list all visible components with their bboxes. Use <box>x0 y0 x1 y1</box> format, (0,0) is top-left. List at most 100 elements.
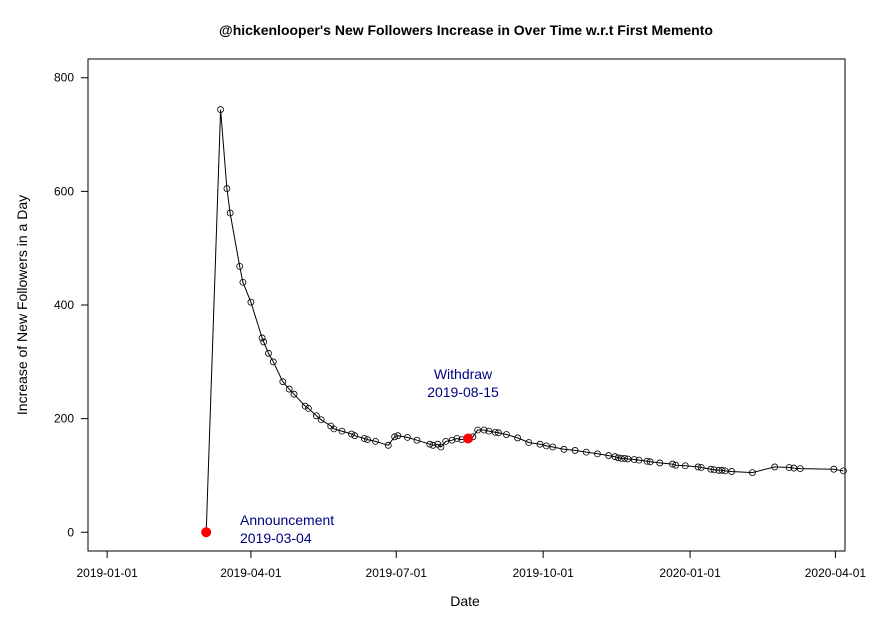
data-point <box>223 185 231 192</box>
data-point <box>258 334 266 342</box>
data-point <box>503 431 510 438</box>
data-point <box>605 452 613 459</box>
data-point <box>217 106 224 113</box>
data-point <box>721 467 729 475</box>
data-point <box>542 442 550 450</box>
series-line <box>205 109 844 533</box>
data-point <box>348 430 355 438</box>
data-point <box>830 465 838 473</box>
annotation-layer: Announcement 2019-03-04 Withdraw 2019-08-15 <box>240 366 499 546</box>
y-axis-label: Increase of New Followers in a Day <box>14 195 30 415</box>
data-point <box>694 463 702 471</box>
data-point <box>290 390 298 398</box>
data-point <box>715 466 723 474</box>
data-point <box>718 466 726 474</box>
x-tick-label: 2019-10-01 <box>512 566 574 580</box>
data-point <box>404 433 411 441</box>
data-point <box>437 443 445 451</box>
data-point <box>635 456 643 464</box>
data-point <box>485 427 493 435</box>
data-point <box>236 262 244 270</box>
data-point <box>394 432 402 440</box>
data-point <box>594 450 601 458</box>
data-point <box>571 447 579 454</box>
highlight-layer <box>201 433 474 538</box>
y-tick-label: 400 <box>54 298 74 312</box>
data-point <box>536 440 544 448</box>
data-point <box>707 465 715 473</box>
data-point <box>285 385 293 393</box>
data-point <box>480 426 488 434</box>
data-point <box>279 378 287 386</box>
data-point <box>384 441 392 449</box>
data-point <box>304 404 312 412</box>
x-tick-label: 2019-04-01 <box>220 566 282 580</box>
data-point <box>453 435 461 442</box>
data-point <box>681 462 689 470</box>
data-point <box>728 468 736 475</box>
annotation-line: 2019-03-04 <box>240 530 312 546</box>
data-point <box>330 425 338 433</box>
annotation-line: Withdraw <box>434 366 493 382</box>
highlight-point <box>463 433 474 444</box>
data-point <box>269 358 277 366</box>
data-point <box>549 443 557 451</box>
data-point <box>621 454 629 462</box>
data-point <box>429 441 437 449</box>
data-point <box>364 436 371 444</box>
y-axis: 0 200 400 600 800 <box>54 71 89 539</box>
data-point <box>426 440 434 448</box>
data-point <box>614 454 622 462</box>
data-point <box>448 436 456 444</box>
annotation-text: Withdraw 2019-08-15 <box>427 366 499 400</box>
data-point <box>785 464 793 471</box>
y-tick-label: 0 <box>67 525 74 539</box>
highlight-point <box>201 527 212 538</box>
data-point <box>611 453 619 461</box>
x-tick-label: 2019-07-01 <box>366 566 428 580</box>
y-tick-label: 200 <box>54 412 74 426</box>
x-tick-label: 2019-01-01 <box>76 566 138 580</box>
data-point <box>226 209 234 217</box>
data-point <box>372 437 379 445</box>
annotation-line: 2019-08-15 <box>427 384 499 400</box>
y-tick-label: 800 <box>54 71 74 85</box>
y-tick-label: 600 <box>54 184 74 198</box>
data-point <box>790 464 798 472</box>
data-point <box>796 465 804 473</box>
data-point <box>351 432 359 440</box>
data-point <box>491 428 499 436</box>
data-point <box>239 278 247 286</box>
data-point <box>514 434 522 442</box>
annotation-text: Announcement 2019-03-04 <box>240 512 334 546</box>
data-point <box>360 435 368 442</box>
data-point <box>560 445 568 453</box>
data-point <box>771 463 779 471</box>
plot-frame <box>87 58 846 552</box>
data-point <box>669 460 676 468</box>
data-point <box>312 412 320 420</box>
data-point <box>338 427 346 435</box>
data-point <box>643 457 651 465</box>
annotation-line: Announcement <box>240 512 334 528</box>
data-point <box>265 349 272 357</box>
data-point <box>391 433 399 441</box>
x-axis-label: Date <box>450 593 480 609</box>
data-point <box>525 439 533 446</box>
data-point <box>656 459 664 467</box>
data-point <box>624 455 632 463</box>
data-point <box>697 464 705 471</box>
data-point <box>646 458 654 466</box>
x-tick-label: 2020-01-01 <box>659 566 721 580</box>
chart-title: @hickenlooper's New Followers Increase i… <box>219 22 713 38</box>
x-axis: 2019-01-01 2019-04-01 2019-07-01 2019-10-01… <box>76 550 867 580</box>
data-point <box>710 466 718 474</box>
data-point <box>630 456 638 463</box>
data-point <box>317 416 325 424</box>
data-point <box>260 338 268 346</box>
data-point <box>672 461 680 469</box>
data-point <box>840 467 847 475</box>
data-point <box>442 437 450 445</box>
x-tick-label: 2020-04-01 <box>805 566 867 580</box>
